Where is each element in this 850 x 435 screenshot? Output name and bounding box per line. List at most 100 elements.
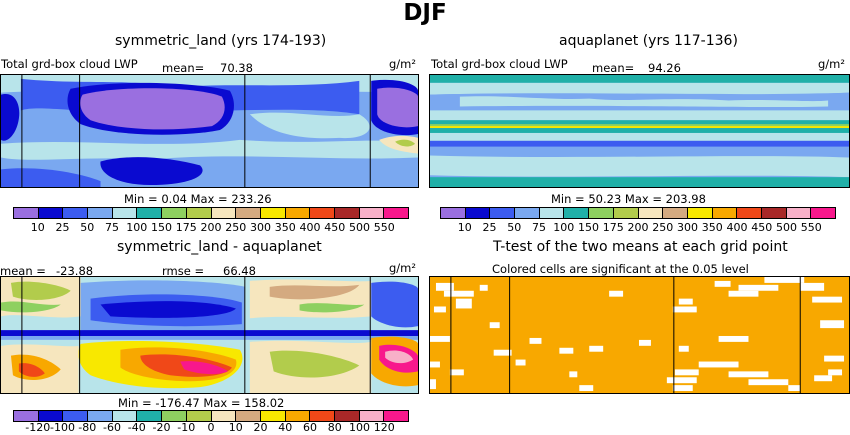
- colorbar-swatch: [588, 207, 614, 219]
- map-band: [430, 177, 849, 187]
- map-band: [430, 120, 849, 127]
- colorbar-tick-label: 0: [207, 421, 215, 434]
- colorbar-tick-label: -60: [103, 421, 121, 434]
- panel1-mean-label: mean=: [162, 61, 205, 75]
- panel3-mean-label: mean =: [0, 264, 46, 278]
- colorbar-tick-label: 60: [303, 421, 317, 434]
- map-band: [430, 128, 849, 133]
- colorbar-swatch: [383, 207, 409, 219]
- colorbar-abs-1-labels: 10 25 50 75 100 150 175 200 250 300 350 400 450 500 55…: [13, 221, 409, 235]
- panel3-minmax: Min = -176.47 Max = 158.02: [118, 396, 285, 410]
- colorbar-swatch: [514, 207, 540, 219]
- colorbar-tick-label: 100: [553, 221, 575, 234]
- map-band: [395, 139, 416, 147]
- colorbar-tick-label: 75: [532, 221, 546, 234]
- panel4-subtitle: Colored cells are significant at the 0.0…: [492, 262, 749, 276]
- colorbar-tick-label: 100: [349, 421, 370, 434]
- panel4-map: [429, 276, 850, 394]
- colorbar-swatch: [383, 410, 409, 422]
- colorbar-swatch: [538, 207, 565, 219]
- colorbar-tick-label: 200: [200, 221, 222, 234]
- panel1-map: [0, 74, 419, 188]
- panel3-units: g/m²: [389, 261, 416, 275]
- map-band: [459, 96, 829, 108]
- colorbar-tick-label: 75: [105, 221, 119, 234]
- panel2-variable: Total grd-box cloud LWP: [431, 57, 568, 71]
- colorbar-tick-label: 10: [30, 221, 45, 234]
- map-band: [1, 330, 418, 336]
- colorbar-tick-label: 100: [126, 221, 148, 234]
- colorbar-tick-label: -80: [78, 421, 97, 434]
- colorbar-swatch: [284, 207, 311, 219]
- colorbar-swatch: [612, 207, 639, 219]
- colorbar-tick-label: 80: [327, 421, 342, 434]
- colorbar-swatch: [333, 207, 360, 219]
- colorbar-tick-label: 550: [373, 221, 395, 234]
- panel2-mean-label: mean=: [592, 61, 635, 75]
- colorbar-swatch: [161, 207, 187, 219]
- colorbar-tick-label: 150: [151, 221, 172, 234]
- colorbar-tick-label: 450: [751, 221, 773, 234]
- colorbar-swatch: [136, 207, 163, 219]
- map-band: [18, 363, 45, 377]
- colorbar-tick-label: 500: [776, 221, 797, 234]
- colorbar-swatch: [62, 207, 89, 219]
- panel1-variable: Total grd-box cloud LWP: [1, 57, 138, 71]
- map-band: [430, 124, 849, 129]
- map-band: [249, 112, 370, 139]
- colorbar-tick-label: -10: [177, 421, 196, 434]
- colorbar-tick-label: 550: [800, 221, 822, 234]
- colorbar-tick-label: 500: [349, 221, 370, 234]
- colorbar-swatch: [686, 207, 713, 219]
- panel2-mean-value: 94.26: [648, 61, 681, 75]
- colorbar-tick-label: -20: [152, 421, 171, 434]
- panel1-mean-value: 70.38: [220, 61, 253, 75]
- map-band: [100, 157, 203, 186]
- colorbar-swatch: [309, 207, 335, 219]
- colorbar-swatch: [464, 207, 491, 219]
- panel3-map: [0, 276, 419, 394]
- map-band: [385, 350, 414, 364]
- colorbar-abs-2: [440, 207, 836, 219]
- colorbar-tick-label: 10: [457, 221, 472, 234]
- colorbar-tick-label: 50: [80, 221, 95, 234]
- map-band: [430, 82, 849, 95]
- map-band: [180, 361, 228, 375]
- figure-title: DJF: [403, 0, 447, 26]
- colorbar-diff-labels: -120 -100 -80 -60 -40 -20 -10 0 10 20 40 60 80 100 120: [13, 421, 409, 435]
- colorbar-swatch: [87, 207, 113, 219]
- colorbar-swatch: [440, 207, 466, 219]
- map-bg: [430, 277, 849, 393]
- colorbar-diff: [13, 410, 409, 422]
- colorbar-swatch: [37, 207, 64, 219]
- map-band: [10, 281, 71, 300]
- colorbar-tick-label: 300: [677, 221, 698, 234]
- map-band: [1, 93, 20, 141]
- colorbar-tick-label: 20: [253, 421, 268, 434]
- map-band: [1, 301, 61, 313]
- map-band: [100, 301, 236, 318]
- map-band: [80, 88, 225, 130]
- panel4-title: T-test of the two means at each grid poi…: [493, 239, 788, 255]
- colorbar-swatch: [489, 207, 516, 219]
- insignificant-cells: [430, 277, 845, 392]
- colorbar-tick-label: -40: [127, 421, 146, 434]
- colorbar-swatch: [13, 207, 39, 219]
- panel2-minmax: Min = 50.23 Max = 203.98: [551, 192, 706, 206]
- map-band: [430, 155, 849, 178]
- colorbar-tick-label: 50: [507, 221, 522, 234]
- map-band: [1, 335, 418, 340]
- colorbar-tick-label: 350: [701, 221, 723, 234]
- colorbar-tick-label: 25: [55, 221, 70, 234]
- colorbar-tick-label: 400: [299, 221, 321, 234]
- panel3-rmse-value: 66.48: [223, 264, 256, 278]
- map-band: [269, 350, 360, 378]
- map-band: [377, 87, 418, 128]
- colorbar-swatch: [210, 207, 237, 219]
- colorbar-swatch: [259, 207, 286, 219]
- colorbar-swatch: [185, 207, 212, 219]
- colorbar-swatch: [358, 207, 385, 219]
- colorbar-swatch: [111, 207, 138, 219]
- colorbar-tick-label: -120: [25, 421, 51, 434]
- map-band: [299, 303, 365, 313]
